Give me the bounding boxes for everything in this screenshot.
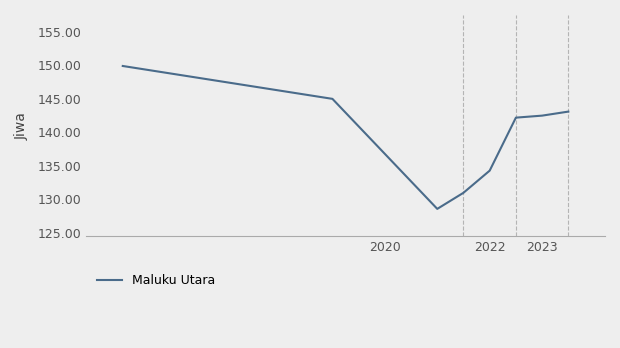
Legend: Maluku Utara: Maluku Utara [92, 269, 221, 292]
Y-axis label: Jiwa: Jiwa [15, 112, 29, 140]
